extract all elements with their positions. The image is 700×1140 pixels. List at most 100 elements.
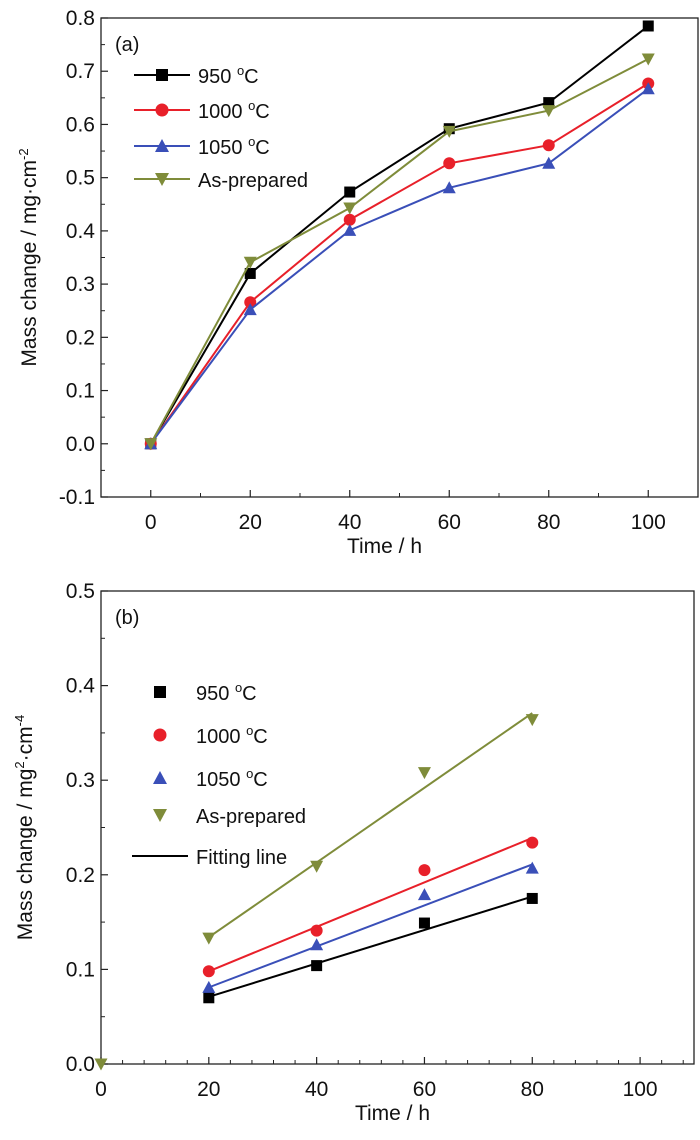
data-point	[542, 139, 555, 152]
x-tick-label: 100	[631, 511, 666, 534]
data-point	[94, 1058, 108, 1071]
legend-label: 1000 oC	[196, 723, 268, 748]
legend-marker	[153, 809, 167, 822]
series-as-prepared	[144, 53, 655, 451]
data-point	[525, 861, 539, 874]
y-tick-label: 0.0	[66, 433, 95, 456]
data-point	[442, 181, 456, 194]
series-line	[149, 82, 649, 445]
legend-marker	[154, 686, 166, 698]
fitting-line	[208, 712, 533, 939]
y-tick-label: 0.3	[66, 769, 95, 792]
y-tick-label: 0.4	[66, 220, 96, 243]
legend-marker	[155, 103, 169, 117]
y-axis-label: Mass change / mg2·cm-4	[12, 715, 37, 940]
legend-marker	[155, 139, 169, 152]
legend-label: 950 oC	[198, 63, 259, 88]
data-point	[343, 202, 357, 215]
legend-marker	[153, 771, 167, 784]
x-tick-label: 40	[305, 1078, 328, 1101]
y-tick-label: 0.1	[66, 958, 95, 981]
legend-marker	[155, 173, 169, 186]
legend-entry: 1050 oC	[134, 134, 270, 159]
data-point	[310, 938, 324, 951]
panel-label: (a)	[115, 34, 139, 56]
plot-frame	[100, 590, 695, 1065]
data-point	[543, 97, 555, 109]
plot-frame	[100, 17, 699, 498]
y-axis-label: Mass change / mg·cm-2	[16, 148, 41, 366]
legend-entry: 1000 oC	[153, 723, 268, 748]
y-tick-label: 0.5	[66, 580, 95, 603]
data-point	[442, 125, 456, 138]
series-1000-c	[202, 836, 539, 978]
legend-label: 1000 oC	[198, 98, 270, 123]
data-point	[310, 924, 323, 937]
legend-label: As-prepared	[196, 806, 306, 828]
legend-entry: As-prepared	[134, 170, 308, 192]
series-as-prepared	[94, 712, 539, 1071]
x-tick-label: 0	[145, 511, 157, 534]
x-tick-label: 20	[239, 511, 262, 534]
series-1000-c	[144, 77, 655, 450]
data-point	[418, 917, 430, 929]
data-point	[243, 303, 257, 316]
x-tick-label: 20	[197, 1078, 220, 1101]
data-point	[641, 53, 655, 66]
y-tick-label: 0.1	[66, 380, 95, 403]
chart-b: 0 20 40 60 80 100 0.0 0.1 0.2 0.3 0.4 0.5 Time / h Ma…	[12, 580, 695, 1125]
y-tick-label: 0.3	[66, 273, 95, 296]
data-point	[417, 888, 431, 901]
series-line	[149, 25, 649, 445]
series-line	[149, 58, 649, 445]
x-tick-label: 40	[338, 511, 361, 534]
y-tick-label: 0.2	[66, 864, 95, 887]
data-point	[343, 213, 356, 226]
data-point	[203, 992, 215, 1004]
x-tick-label: 60	[438, 511, 461, 534]
series-1050-c	[202, 861, 539, 993]
y-tick-label: 0.0	[66, 1053, 95, 1076]
data-point	[244, 267, 256, 279]
legend-label: Fitting line	[196, 847, 287, 869]
data-point	[542, 105, 556, 118]
data-point	[526, 892, 538, 904]
data-point	[144, 438, 158, 451]
legend-entry: 1050 oC	[153, 766, 268, 791]
fitting-line	[208, 836, 533, 973]
legend-label: 1050 oC	[198, 134, 270, 159]
y-tick-label: 0.8	[66, 7, 95, 30]
data-point	[344, 186, 356, 198]
x-tick-label: 100	[623, 1078, 658, 1101]
series-950-c	[203, 892, 538, 1004]
data-point	[641, 82, 655, 95]
y-tick-label: 0.5	[66, 167, 95, 190]
y-tick-label: 0.7	[66, 60, 95, 83]
data-point	[202, 965, 215, 978]
x-tick-label: 0	[95, 1078, 107, 1101]
fitting-line	[208, 895, 533, 998]
x-tick-label: 80	[521, 1078, 544, 1101]
legend-marker	[153, 728, 167, 742]
legend-label: 950 oC	[196, 680, 257, 705]
legend-marker	[156, 69, 168, 81]
legend-label: 1050 oC	[196, 766, 268, 791]
y-tick-label: -0.1	[59, 486, 95, 509]
data-point	[417, 767, 431, 780]
data-point	[642, 20, 654, 32]
y-tick-label: 0.2	[66, 326, 95, 349]
legend-entry: 950 oC	[134, 63, 259, 88]
y-tick-label: 0.6	[66, 113, 95, 136]
data-point	[310, 860, 324, 873]
data-point	[542, 156, 556, 169]
data-point	[525, 714, 539, 727]
x-axis-label: Time / h	[347, 535, 422, 558]
x-tick-label: 60	[413, 1078, 436, 1101]
legend-entry: As-prepared	[153, 806, 306, 828]
x-tick-label: 80	[537, 511, 560, 534]
data-point	[418, 864, 431, 877]
panel-label: (b)	[115, 607, 139, 629]
data-point	[243, 256, 257, 269]
data-point	[311, 960, 323, 972]
